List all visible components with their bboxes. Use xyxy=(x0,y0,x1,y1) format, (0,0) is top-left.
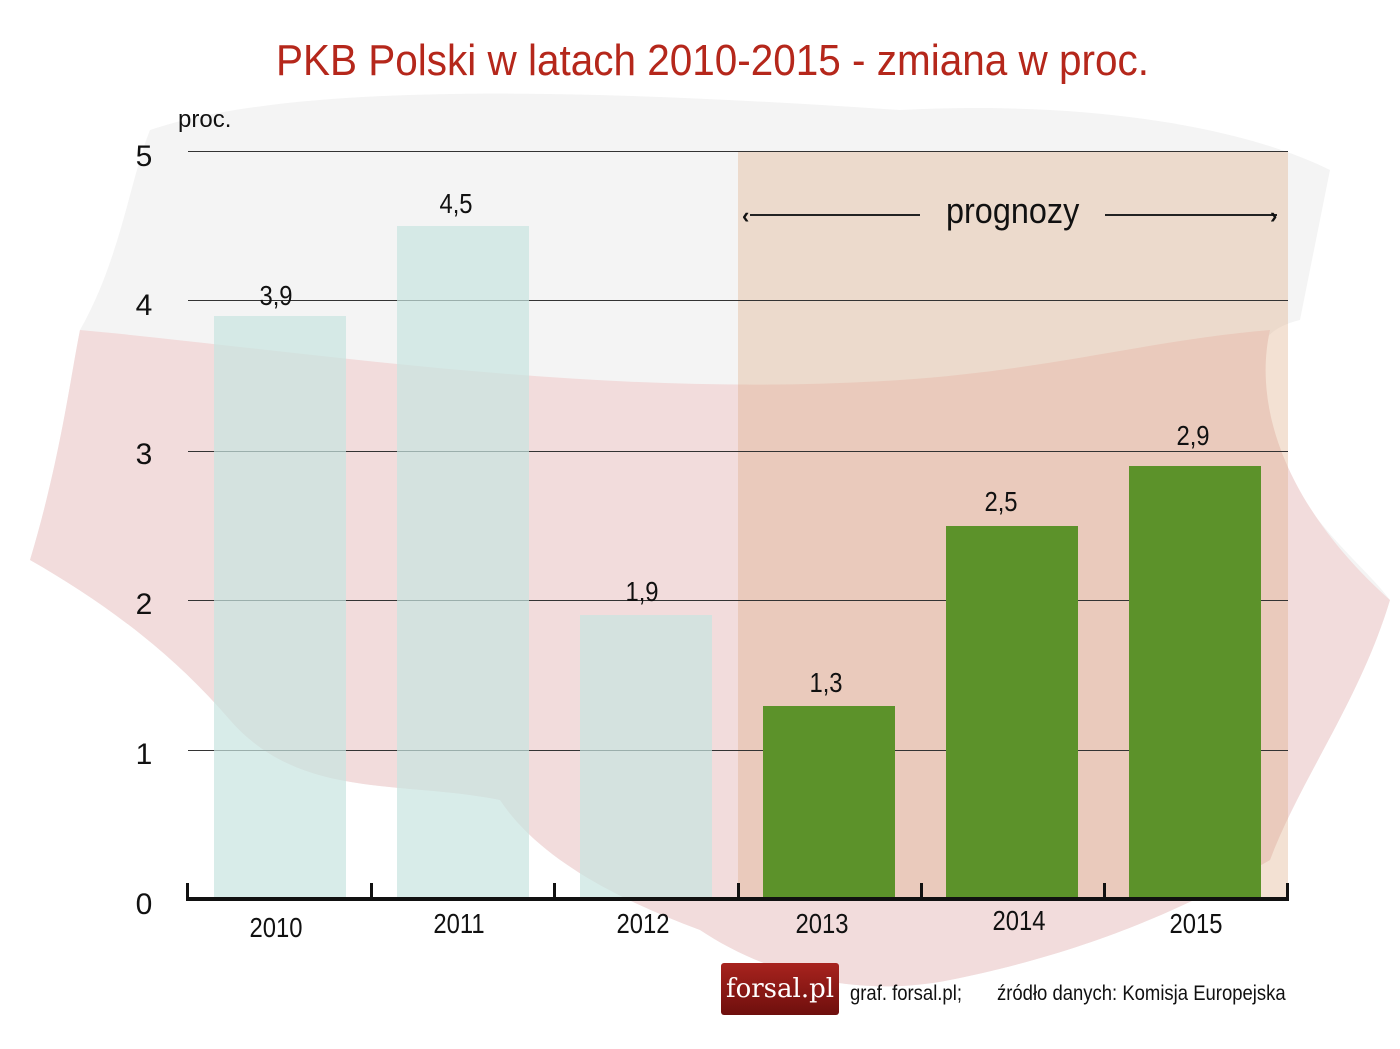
value-label-2014: 2,5 xyxy=(984,486,1018,517)
y-tick-5: 5 xyxy=(135,140,153,173)
arrow-line xyxy=(750,214,920,216)
x-tick xyxy=(186,883,189,899)
x-label-2010: 2010 xyxy=(249,912,303,943)
value-label-2015: 2,9 xyxy=(1176,420,1210,451)
x-tick xyxy=(1103,883,1106,899)
bar-2010 xyxy=(214,316,346,899)
gridline xyxy=(188,300,1288,301)
arrow-line xyxy=(1105,214,1277,216)
bar-2014 xyxy=(946,526,1078,899)
value-label-2011: 4,5 xyxy=(439,188,473,219)
x-label-2014: 2014 xyxy=(992,905,1046,936)
forecast-label: prognozy xyxy=(946,190,1080,231)
x-tick xyxy=(920,883,923,899)
x-label-2011: 2011 xyxy=(433,908,485,939)
x-label-2015: 2015 xyxy=(1169,908,1223,939)
x-tick xyxy=(737,883,740,899)
data-source: źródło danych: Komisja Europejska xyxy=(997,982,1286,1005)
x-label-2012: 2012 xyxy=(616,908,670,939)
y-tick-2: 2 xyxy=(135,588,153,621)
y-tick-0: 0 xyxy=(135,888,153,921)
chart-title: PKB Polski w latach 2010-2015 - zmiana w… xyxy=(276,36,1149,85)
x-label-2013: 2013 xyxy=(795,908,849,939)
x-tick xyxy=(370,883,373,899)
y-tick-1: 1 xyxy=(135,738,153,771)
y-axis-unit: proc. xyxy=(178,106,232,133)
bar-2015 xyxy=(1129,466,1261,899)
arrow-left-icon: ‹ xyxy=(742,203,750,228)
gridline xyxy=(188,750,1288,751)
bar-2011 xyxy=(397,226,529,899)
graphic-credit: graf. forsal.pl; xyxy=(850,982,962,1005)
bar-2012 xyxy=(580,615,712,899)
x-tick xyxy=(553,883,556,899)
y-tick-4: 4 xyxy=(135,289,153,322)
gridline xyxy=(188,600,1288,601)
gridline xyxy=(188,151,1288,152)
arrow-right-icon: › xyxy=(1270,203,1278,228)
value-label-2013: 1,3 xyxy=(809,667,843,698)
y-tick-3: 3 xyxy=(135,438,153,471)
x-tick xyxy=(1286,883,1289,899)
gridline xyxy=(188,451,1288,452)
forsal-logo: forsal.pl xyxy=(721,963,839,1015)
bar-2013 xyxy=(763,706,895,899)
x-axis xyxy=(186,897,1289,901)
value-label-2010: 3,9 xyxy=(259,280,293,311)
value-label-2012: 1,9 xyxy=(625,576,659,607)
